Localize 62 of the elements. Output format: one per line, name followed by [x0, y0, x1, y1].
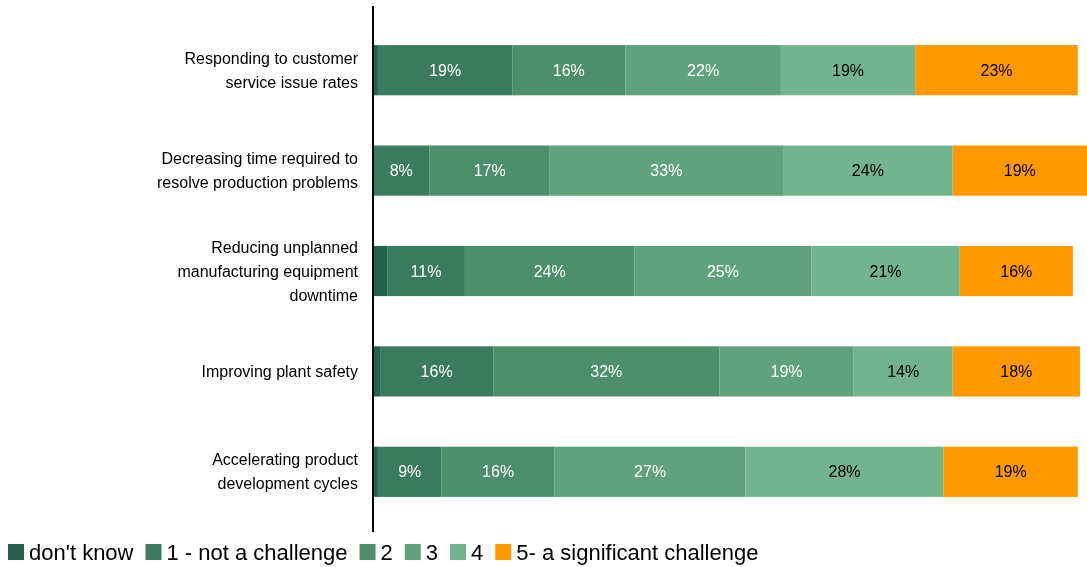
y-tick-label: Reducing unplanned manufacturing equipment downtime	[177, 238, 359, 304]
bar	[549, 145, 784, 196]
data-label: 8%	[389, 162, 413, 180]
bar	[625, 45, 781, 96]
bar	[493, 346, 720, 397]
data-label: 11%	[410, 262, 442, 280]
data-label: 9%	[398, 463, 422, 481]
bar	[387, 245, 465, 297]
bar	[959, 245, 1073, 297]
bar	[811, 245, 960, 297]
data-label: 27%	[634, 463, 667, 481]
bar	[783, 145, 953, 196]
bar	[373, 145, 430, 196]
bar	[373, 245, 388, 297]
y-tick-label: Decreasing time required to resolve production problems	[157, 150, 359, 192]
data-label: 19%	[994, 463, 1027, 481]
bar	[429, 145, 550, 196]
data-label: 19%	[832, 61, 865, 79]
legend-label: 3	[425, 539, 439, 565]
bar	[554, 446, 746, 497]
bar	[943, 446, 1078, 497]
bar	[377, 446, 442, 497]
bar	[952, 346, 1080, 397]
data-label: 21%	[869, 262, 902, 280]
data-label: 24%	[533, 262, 566, 280]
bar	[853, 346, 953, 397]
bar	[745, 446, 944, 497]
data-label: 24%	[851, 162, 884, 180]
y-tick-label: Responding to customer service issue rates	[184, 49, 359, 91]
data-label: 25%	[706, 262, 739, 280]
data-label: 23%	[980, 61, 1013, 79]
bar	[915, 45, 1078, 96]
bar	[380, 346, 494, 397]
data-label: 19%	[1003, 162, 1036, 180]
bar	[634, 245, 812, 297]
bar	[464, 245, 635, 297]
bar	[441, 446, 555, 497]
data-label: 18%	[1000, 363, 1033, 380]
data-label: 16%	[552, 61, 585, 79]
data-label: 33%	[650, 162, 683, 180]
legend-label: 1 - not a challenge	[166, 539, 348, 565]
bar	[952, 145, 1087, 196]
legend-label: 2	[380, 539, 393, 565]
y-tick-label: Improving plant safety	[201, 363, 358, 380]
y-tick-label: Accelerating product development cycles	[212, 451, 359, 493]
bar	[780, 45, 916, 96]
data-label: 16%	[482, 463, 515, 481]
data-label: 28%	[828, 463, 861, 481]
bar	[512, 45, 626, 96]
legend-label: 5- a significant challenge	[516, 539, 759, 565]
data-label: 19%	[429, 61, 462, 79]
data-label: 16%	[1000, 262, 1033, 280]
data-label: 17%	[473, 162, 506, 180]
data-label: 16%	[420, 363, 453, 380]
data-label: 22%	[687, 61, 720, 79]
data-label: 32%	[590, 363, 623, 380]
legend-label: 4	[471, 539, 484, 565]
bar	[719, 346, 854, 397]
data-label: 19%	[770, 363, 803, 380]
data-label: 14%	[887, 363, 920, 380]
legend-label: don't know	[29, 539, 134, 565]
bar	[377, 45, 513, 96]
